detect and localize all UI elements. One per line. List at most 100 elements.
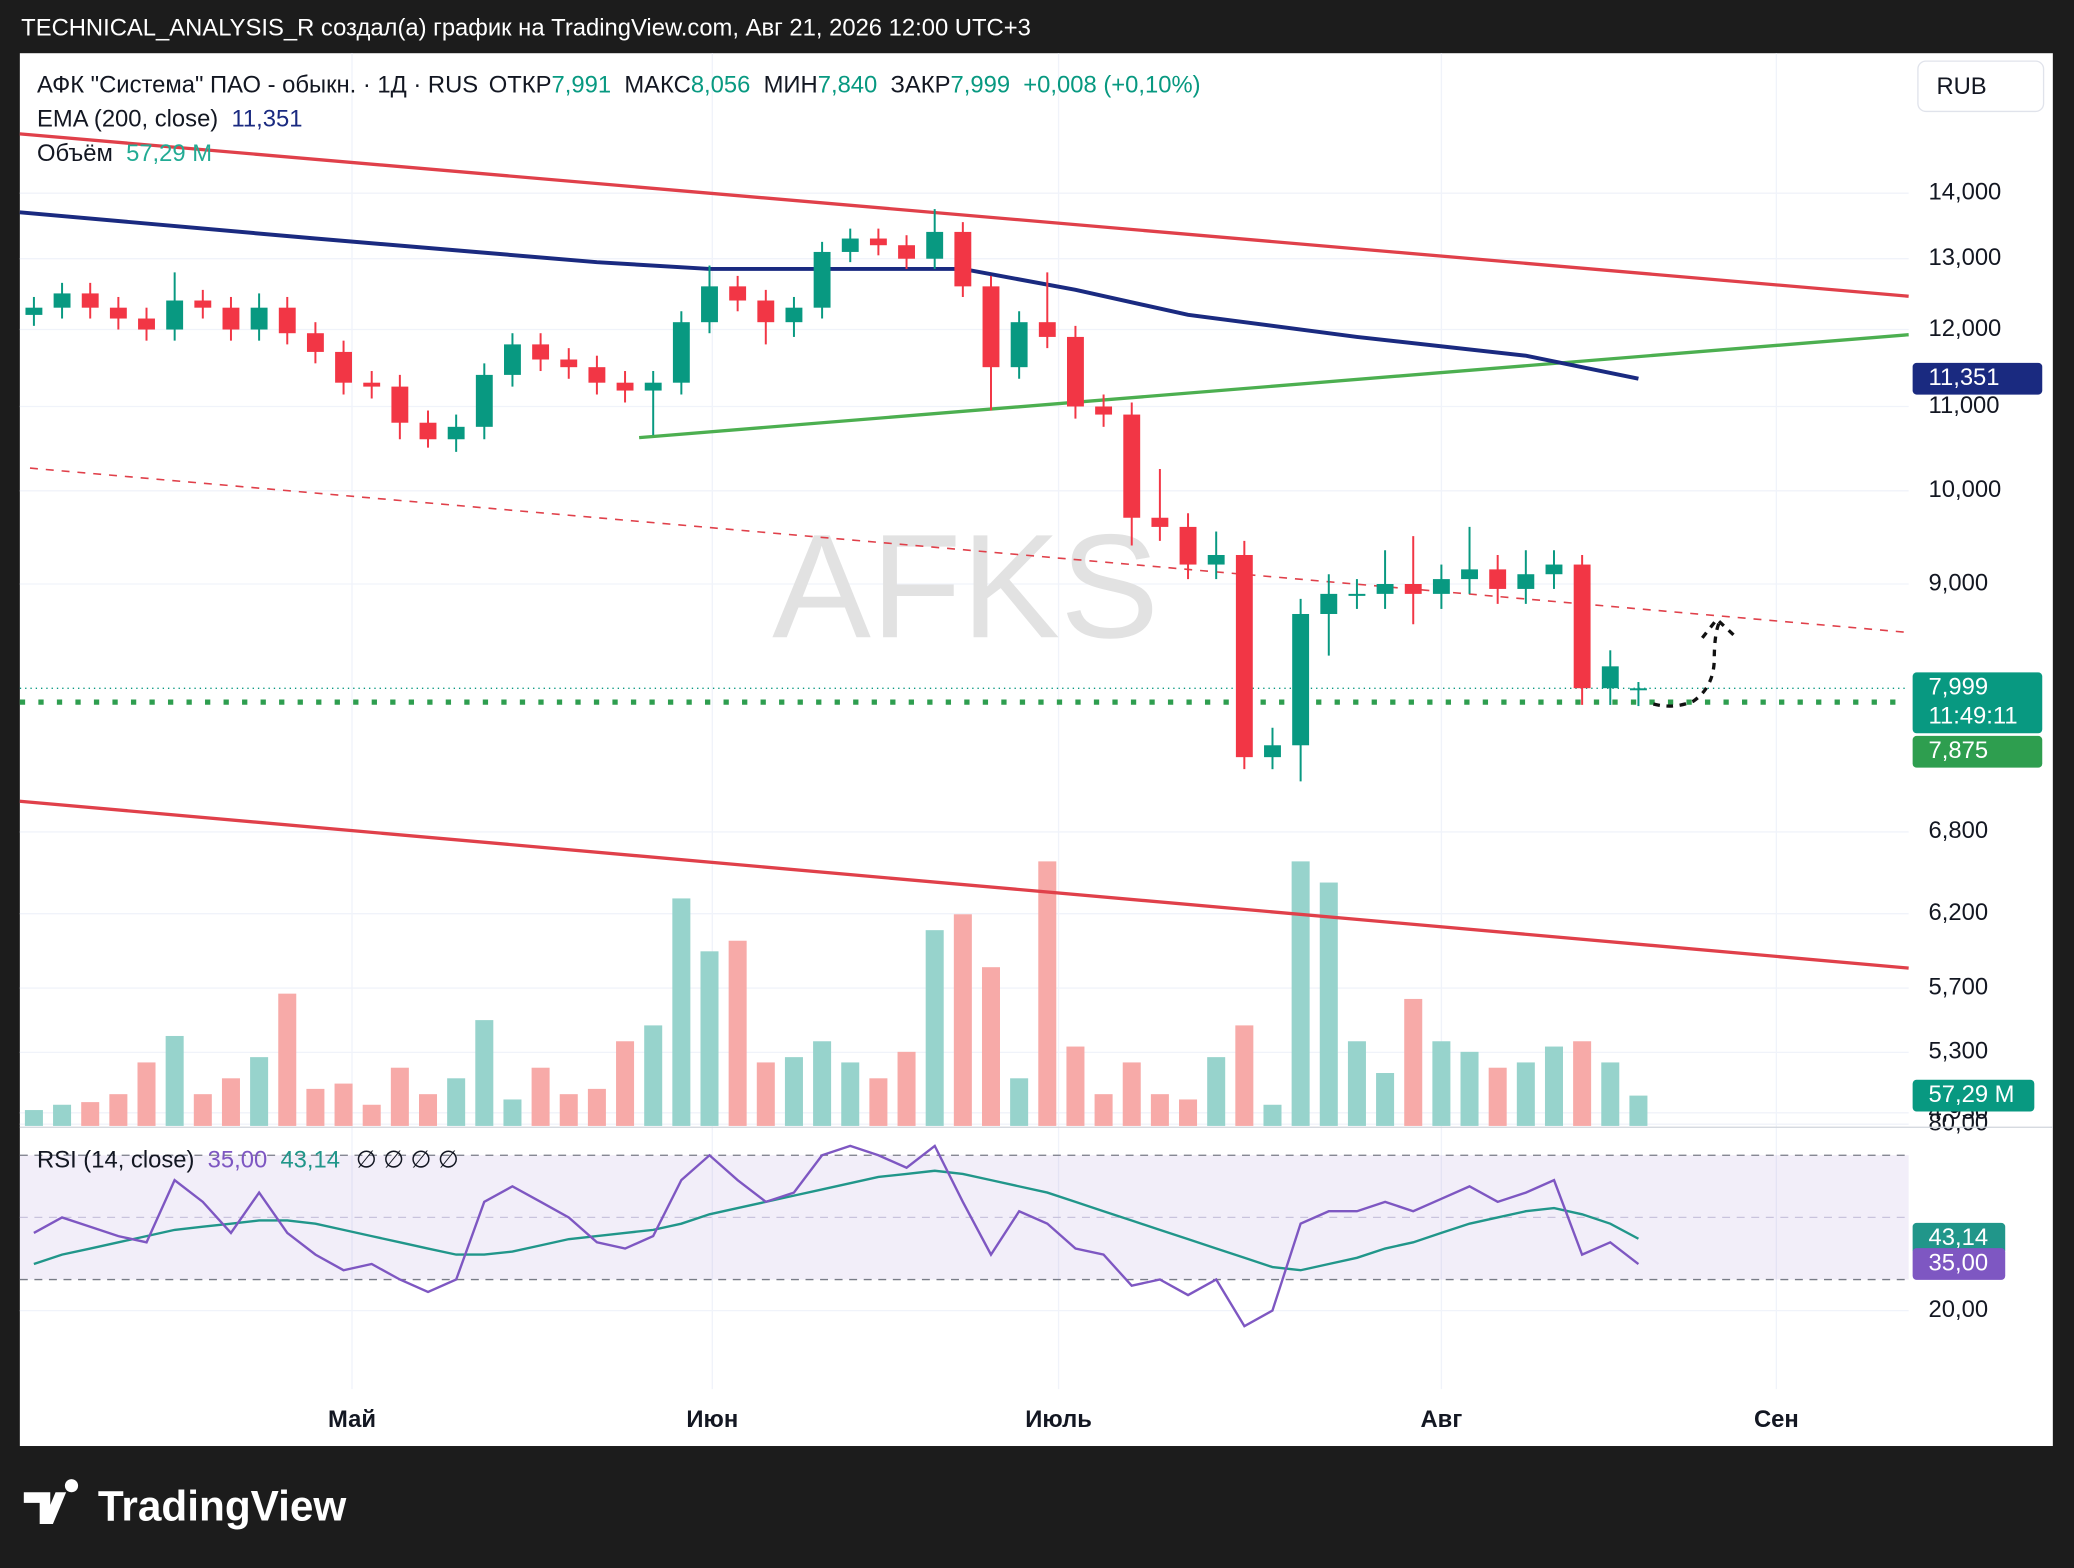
- rsi-tag-label: 43,14: [1929, 1224, 1989, 1251]
- volume-bar: [1629, 1095, 1648, 1126]
- y-tick-label: 12,000: [1929, 315, 2002, 342]
- volume-bar: [700, 951, 719, 1126]
- trend-line: [29, 467, 1909, 634]
- volume-bar: [1179, 1099, 1198, 1126]
- y-tick-label: 5,300: [1929, 1038, 1989, 1065]
- candle-body: [306, 333, 324, 352]
- x-tick-label: Июль: [1025, 1406, 1092, 1433]
- volume-bar: [756, 1062, 775, 1126]
- price-tag-label: 7,875: [1929, 737, 1989, 764]
- trend-line: [19, 799, 1909, 970]
- candle-body: [1376, 583, 1394, 594]
- candle-body: [672, 322, 690, 383]
- volume-bar: [1207, 1057, 1226, 1126]
- watermark: AFKS: [772, 504, 1159, 669]
- volume-bar: [1066, 1046, 1085, 1126]
- candle-body: [1010, 322, 1028, 368]
- arrow-annotation: [1652, 621, 1722, 708]
- volume-bar: [869, 1078, 888, 1126]
- logo-icon: [23, 1479, 79, 1525]
- candle-body: [1629, 688, 1647, 691]
- volume-bar: [418, 1094, 438, 1126]
- volume-bar: [362, 1104, 381, 1126]
- volume-bar: [1601, 1062, 1620, 1126]
- volume-bar: [1038, 861, 1057, 1126]
- rsi-tag: [1912, 1222, 2006, 1255]
- volume-bar: [1150, 1094, 1169, 1126]
- volume-bar: [784, 1057, 803, 1126]
- candle-body: [363, 382, 381, 387]
- candle-body: [841, 238, 859, 252]
- volume-bar: [447, 1078, 466, 1126]
- symbol: АФК "Система" ПАО - обыкн. · 1Д · RUS: [37, 72, 478, 99]
- volume-bar: [1516, 1062, 1535, 1126]
- chart-panel: [19, 53, 2053, 1447]
- volume-bar: [1460, 1051, 1479, 1126]
- volume-bar: [559, 1094, 578, 1126]
- close-value: 7,999: [951, 72, 1011, 99]
- volume-bar: [165, 1035, 184, 1126]
- candle-body: [1404, 583, 1422, 594]
- price-tag: [1912, 735, 2043, 768]
- volume-bar: [897, 1051, 916, 1126]
- candle-body: [898, 245, 915, 259]
- candle-body: [1489, 569, 1507, 589]
- open-label: ОТКР: [489, 72, 552, 99]
- volume-tag-label: 57,29 M: [1929, 1081, 2015, 1108]
- x-tick-label: Май: [328, 1406, 376, 1433]
- volume-bar: [1404, 998, 1423, 1126]
- brand: TradingView: [98, 1483, 347, 1530]
- candle-body: [785, 307, 803, 323]
- rsi-tick-label: 20,00: [1929, 1296, 1989, 1323]
- volume-bar: [1432, 1041, 1451, 1126]
- candle-body: [729, 286, 747, 301]
- close-label: ЗАКР: [891, 72, 951, 99]
- candle-body: [1348, 593, 1366, 596]
- candle-body: [644, 382, 662, 391]
- candle-body: [109, 307, 127, 319]
- volume-bar: [390, 1067, 409, 1126]
- candle-body: [504, 344, 521, 375]
- y-tick-label: 6,800: [1929, 817, 1989, 844]
- volume-bar: [334, 1083, 353, 1126]
- rsi-legend: RSI (14, close) 35,00 43,14 ∅ ∅ ∅ ∅: [37, 1147, 459, 1174]
- volume-bar: [24, 1110, 43, 1126]
- y-tick-label: 9,000: [1929, 569, 1989, 596]
- candle-body: [335, 351, 353, 383]
- volume-bar: [193, 1094, 212, 1126]
- currency[interactable]: RUB: [1936, 73, 1986, 100]
- candle-body: [25, 307, 43, 315]
- candle-body: [1066, 336, 1084, 407]
- candle-body: [1179, 526, 1197, 565]
- candle-body: [701, 286, 718, 323]
- y-tick-label: 14,000: [1929, 178, 2002, 205]
- legend: АФК "Система" ПАО - обыкн. · 1Д · RUS ОТК…: [37, 72, 1201, 1174]
- candle-body: [222, 307, 240, 330]
- x-tick-label: Авг: [1421, 1406, 1463, 1433]
- rsi-line: [33, 1169, 1639, 1272]
- low-value: 7,840: [818, 72, 878, 99]
- price-tag: [1912, 672, 2043, 734]
- candle-body: [616, 382, 634, 391]
- currency-button[interactable]: [1917, 60, 2045, 113]
- candle-body: [1461, 569, 1478, 580]
- volume-bar: [53, 1104, 72, 1126]
- candle-body: [1517, 574, 1535, 589]
- volume-bar: [278, 993, 297, 1126]
- volume-bar: [981, 967, 1001, 1126]
- trend-line: [638, 333, 1909, 440]
- candle-body: [1095, 406, 1113, 415]
- volume-bar: [1263, 1104, 1282, 1126]
- candle-body: [250, 307, 268, 330]
- candle-body: [1432, 579, 1450, 594]
- legend-row: Объём 57,29 M: [37, 140, 212, 167]
- volume-bar: [1122, 1062, 1141, 1126]
- y-tick-label: 13,000: [1929, 244, 2002, 271]
- arrow-head: [1701, 616, 1738, 640]
- volume-bar: [587, 1088, 606, 1126]
- rsi-tag-label: 35,00: [1929, 1249, 1989, 1276]
- candle-body: [419, 422, 437, 440]
- ema-value: 11,351: [231, 106, 302, 133]
- price-tag: [1912, 362, 2043, 395]
